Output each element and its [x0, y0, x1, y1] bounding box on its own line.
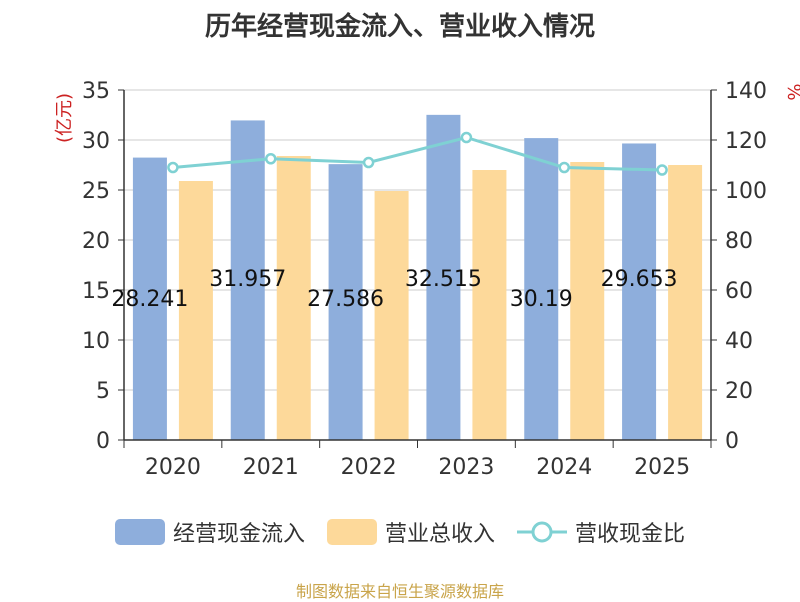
y-tick-label: 0 [96, 429, 110, 454]
x-tick-label: 2022 [341, 455, 397, 480]
bar-cash [132, 157, 167, 440]
y-tick-label: 5 [96, 379, 110, 404]
bar-cash [524, 138, 559, 440]
legend-label-ratio: 营收现金比 [575, 522, 686, 547]
legend-item-revenue[interactable]: 营业总收入 [326, 516, 495, 548]
ratio-point [460, 131, 473, 144]
data-label-cash: 27.586 [307, 287, 384, 312]
y2-tick-label: 0 [725, 429, 739, 454]
bar-revenue [374, 191, 409, 440]
y2-tick-label: 40 [725, 329, 753, 354]
data-label-cash: 31.957 [209, 267, 286, 292]
bar-revenue [668, 165, 703, 440]
ratio-point [265, 153, 277, 165]
bar-revenue [570, 162, 605, 440]
y-tick-label: 15 [82, 279, 110, 304]
bar-revenue [276, 156, 311, 440]
ratio-point [362, 156, 375, 169]
bar-cash [426, 114, 461, 440]
y-tick-label: 35 [82, 79, 110, 104]
data-label-cash: 28.241 [111, 287, 188, 312]
x-tick-label: 2023 [438, 455, 494, 480]
data-label-cash: 32.515 [405, 267, 482, 292]
legend-swatch-revenue [326, 519, 377, 545]
y2-tick-label: 60 [725, 279, 753, 304]
bar-cash [328, 164, 363, 440]
legend-item-ratio[interactable]: 营收现金比 [517, 516, 685, 548]
legend-label-revenue: 营业总收入 [384, 522, 495, 547]
data-label-cash: 30.19 [510, 287, 573, 312]
y-tick-label: 10 [82, 329, 110, 354]
x-tick-label: 2020 [145, 455, 201, 480]
y-tick-label: 30 [82, 129, 110, 154]
legend-swatch-cash [114, 519, 165, 545]
y2-tick-label: 120 [725, 129, 767, 154]
bar-revenue [472, 170, 507, 440]
x-tick-label: 2024 [536, 455, 592, 480]
ratio-point [167, 161, 179, 174]
y2-tick-label: 100 [725, 179, 767, 204]
legend-item-cash[interactable]: 经营现金流入 [114, 516, 305, 548]
ratio-point [558, 161, 570, 174]
x-tick-label: 2021 [243, 455, 299, 480]
y2-tick-label: 20 [725, 379, 753, 404]
bar-cash [622, 143, 657, 440]
y2-tick-label: 80 [725, 229, 753, 254]
legend-label-cash: 经营现金流入 [172, 522, 305, 547]
chart-title: 历年经营现金流入、营业收入情况 [204, 12, 595, 42]
legend-swatch-ratio [517, 521, 567, 543]
ratio-line [172, 135, 663, 172]
y-tick-label: 25 [82, 179, 110, 204]
x-tick-label: 2025 [634, 455, 690, 480]
data-label-cash: 29.653 [601, 267, 678, 292]
source-note: 制图数据来自恒生聚源数据库 [295, 582, 504, 601]
bar-revenue [178, 181, 213, 440]
legend: 经营现金流入 营业总收入 营收现金比 [0, 516, 800, 548]
ratio-point [656, 164, 668, 176]
bar-cash [230, 120, 265, 441]
y-tick-label: 20 [82, 229, 110, 254]
y-axis-label: (亿元) [54, 93, 75, 143]
y2-tick-label: 140 [725, 79, 767, 104]
y2-axis-label: % [783, 83, 800, 100]
